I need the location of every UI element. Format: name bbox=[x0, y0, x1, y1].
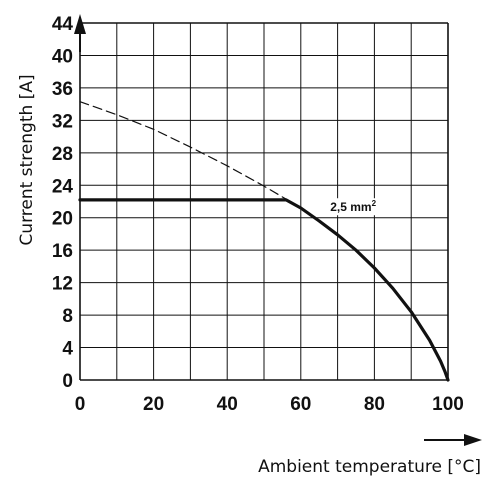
y-tick-label: 24 bbox=[52, 176, 74, 197]
y-tick-label: 0 bbox=[62, 371, 73, 392]
x-tick-label: 0 bbox=[75, 394, 86, 415]
x-axis-title: Ambient temperature [°C] bbox=[258, 457, 481, 477]
x-axis-direction-arrowhead bbox=[464, 434, 482, 446]
x-tick-label: 60 bbox=[290, 394, 311, 415]
y-tick-label: 8 bbox=[62, 306, 73, 327]
x-tick-label: 40 bbox=[217, 394, 238, 415]
y-tick-label: 12 bbox=[52, 274, 73, 295]
x-tick-label: 80 bbox=[364, 394, 385, 415]
x-tick-labels: 0 20 40 60 80 100 bbox=[75, 394, 464, 415]
grid-lines bbox=[79, 22, 449, 381]
y-tick-label: 4 bbox=[62, 339, 73, 360]
x-tick-label: 100 bbox=[432, 394, 464, 415]
series-annotation-label: 2,5 mm2 bbox=[330, 199, 376, 214]
series-line-2-5mm2 bbox=[78, 198, 450, 382]
y-axis-arrowhead bbox=[74, 14, 86, 34]
y-tick-label: 36 bbox=[52, 79, 73, 100]
annotation-superscript: 2 bbox=[372, 199, 377, 208]
y-tick-label: 20 bbox=[52, 209, 73, 230]
y-tick-label: 16 bbox=[52, 241, 73, 262]
y-tick-labels: 0 4 8 12 16 20 24 28 32 36 40 44 bbox=[52, 14, 74, 392]
y-axis-title: Current strength [A] bbox=[17, 74, 37, 245]
series-group bbox=[78, 101, 450, 382]
x-tick-label: 20 bbox=[143, 394, 164, 415]
y-tick-label: 40 bbox=[52, 46, 73, 67]
annotations-group: 2,5 mm2 bbox=[327, 198, 378, 216]
annotation-background bbox=[327, 198, 378, 216]
y-tick-label: 32 bbox=[52, 111, 73, 132]
y-tick-label: 44 bbox=[52, 14, 74, 35]
y-tick-label: 28 bbox=[52, 144, 73, 165]
series-line-dashed bbox=[79, 101, 287, 200]
